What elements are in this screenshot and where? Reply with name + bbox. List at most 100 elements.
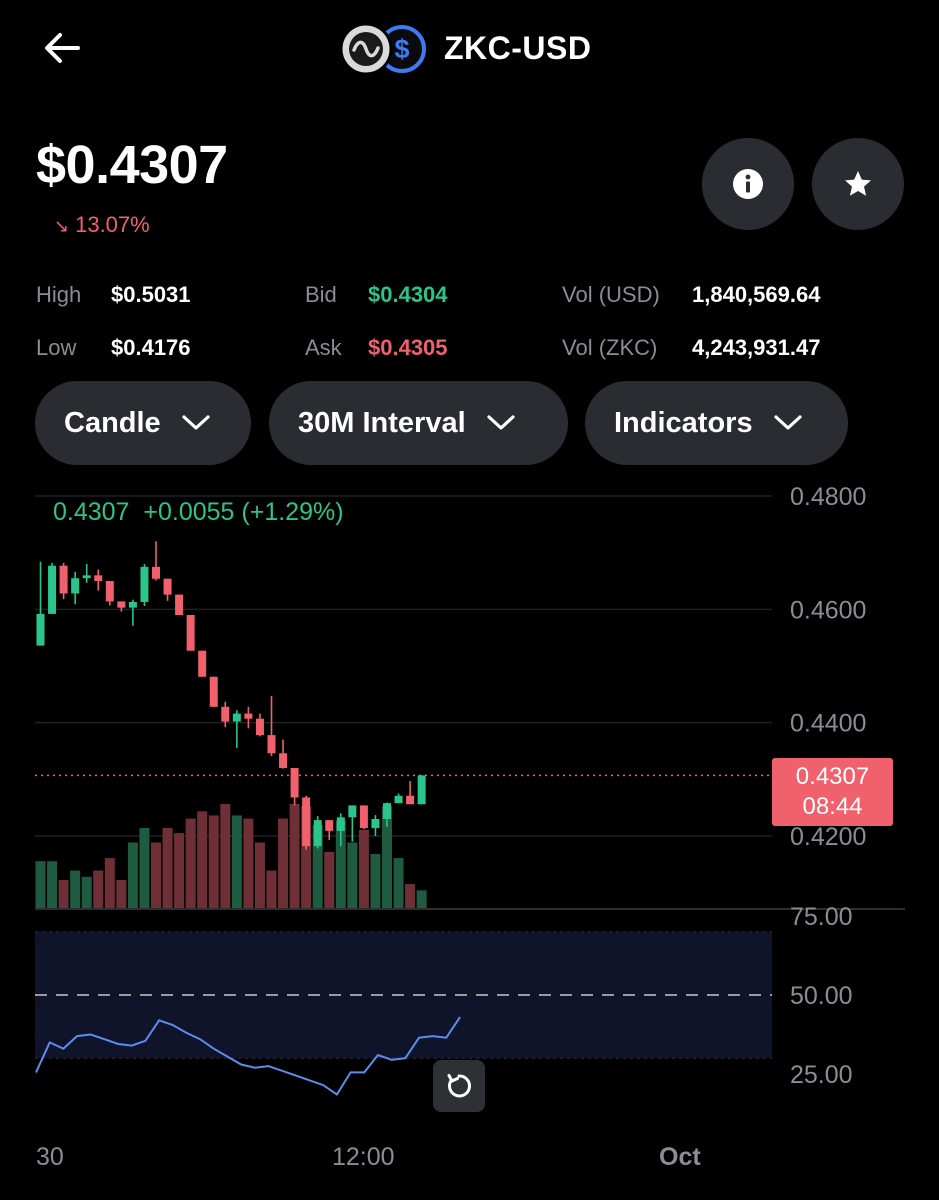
volume-bar — [47, 861, 58, 908]
candle — [105, 581, 114, 602]
candle — [48, 565, 57, 614]
candle — [279, 753, 288, 768]
volume-bar — [93, 870, 104, 908]
candle — [325, 820, 334, 831]
candle — [383, 803, 391, 819]
vol-zkc-label: Vol (ZKC) — [562, 335, 658, 360]
chart-type-dropdown[interactable]: Candle — [35, 381, 251, 465]
volume-bar — [35, 861, 46, 908]
price-tick-label: 0.4600 — [790, 596, 866, 624]
volume-bar — [347, 842, 358, 908]
chart-grid — [35, 495, 905, 910]
indicators-dropdown[interactable]: Indicators — [585, 381, 848, 465]
volume-bar — [324, 851, 335, 908]
candle — [198, 650, 207, 677]
candle — [82, 575, 91, 579]
candle — [359, 805, 368, 829]
price-tick-label: 0.4200 — [790, 823, 866, 851]
high-label: High — [36, 282, 82, 307]
low-label: Low — [36, 335, 77, 360]
price-change: ↘ 13.07% — [54, 212, 150, 238]
candle — [59, 565, 68, 594]
volume-bar — [58, 879, 69, 908]
candle — [36, 613, 45, 646]
rsi-tick-label: 50.00 — [790, 982, 853, 1010]
high-value: $0.5031 — [111, 282, 191, 307]
candle — [336, 817, 345, 831]
svg-text:$: $ — [394, 34, 409, 64]
interval-dropdown[interactable]: 30M Interval — [269, 381, 568, 465]
candle — [290, 768, 299, 798]
pair-logo: $ — [338, 22, 430, 76]
reset-icon — [447, 1074, 471, 1098]
candle — [313, 820, 322, 847]
volume-bar — [185, 818, 196, 908]
rsi-tick-label: 25.00 — [790, 1061, 853, 1089]
candle — [348, 805, 357, 818]
vol-usd-label: Vol (USD) — [562, 282, 660, 307]
candle — [406, 795, 415, 805]
favorite-button[interactable] — [812, 138, 904, 230]
candle — [140, 566, 149, 602]
volume-bar — [81, 876, 92, 908]
chevron-down-icon — [182, 415, 210, 430]
price-tick-label: 0.4800 — [790, 483, 866, 511]
rsi-panel — [35, 931, 772, 1096]
candle — [186, 615, 195, 651]
volume-bar — [266, 870, 277, 908]
price-tick-label: 0.4400 — [790, 710, 866, 738]
volume-bar — [405, 884, 416, 908]
volume-bar — [104, 858, 115, 908]
candle — [94, 575, 103, 581]
vol-usd-value: 1,840,569.64 — [692, 282, 821, 307]
ohlc-readout: 0.4307 +0.0055 (+1.29%) — [53, 498, 344, 527]
volume-bar — [335, 820, 346, 908]
candle — [267, 735, 276, 754]
volume-bar — [162, 827, 173, 908]
reset-zoom-button[interactable] — [433, 1060, 485, 1112]
volume-bar — [382, 806, 392, 908]
ohlc-change: +0.0055 — [143, 498, 235, 526]
vol-zkc-value: 4,243,931.47 — [692, 335, 821, 360]
candle — [117, 601, 126, 608]
pair-title: ZKC-USD — [444, 30, 592, 66]
candle — [232, 713, 241, 722]
candle — [244, 713, 253, 719]
candle — [417, 775, 426, 805]
volume-bar — [220, 804, 231, 908]
candle — [152, 566, 160, 579]
current-price-tag-price: 0.4307 — [795, 763, 870, 790]
candle — [371, 819, 380, 829]
candle — [255, 718, 264, 736]
volume-bar — [231, 815, 242, 908]
low-value: $0.4176 — [111, 335, 191, 360]
volume-bar — [289, 804, 300, 908]
volume-bar — [393, 858, 404, 908]
volume-bar — [139, 827, 150, 908]
down-arrow-icon: ↘ — [54, 216, 70, 236]
price-chart[interactable]: 0.4800 0.4600 0.4400 0.4200 75.00 50.00 25.00… — [0, 480, 939, 1200]
volume-bar — [243, 818, 254, 908]
info-button[interactable] — [702, 138, 794, 230]
volume-bar — [416, 890, 427, 908]
back-button[interactable] — [40, 28, 84, 68]
indicators-label: Indicators — [614, 406, 753, 439]
zkc-coin-icon — [339, 22, 393, 76]
volume-bar — [301, 806, 312, 908]
volume-bar — [116, 879, 127, 908]
ask-value: $0.4305 — [368, 335, 448, 360]
usd-coin-icon: $ — [378, 25, 426, 73]
rsi-line — [35, 1016, 461, 1096]
candle — [175, 594, 184, 615]
chevron-down-icon — [773, 415, 802, 430]
candle — [302, 797, 311, 847]
volume-bars — [35, 804, 427, 908]
candles — [36, 541, 426, 850]
volume-bar — [254, 842, 265, 908]
ohlc-change-pct: (+1.29%) — [241, 498, 344, 526]
volume-bar — [151, 842, 161, 908]
candle-countdown: 08:44 — [802, 793, 863, 820]
info-icon — [733, 169, 763, 199]
chevron-down-icon — [487, 415, 515, 430]
rsi-axis: 75.00 50.00 25.00 — [790, 903, 853, 1089]
